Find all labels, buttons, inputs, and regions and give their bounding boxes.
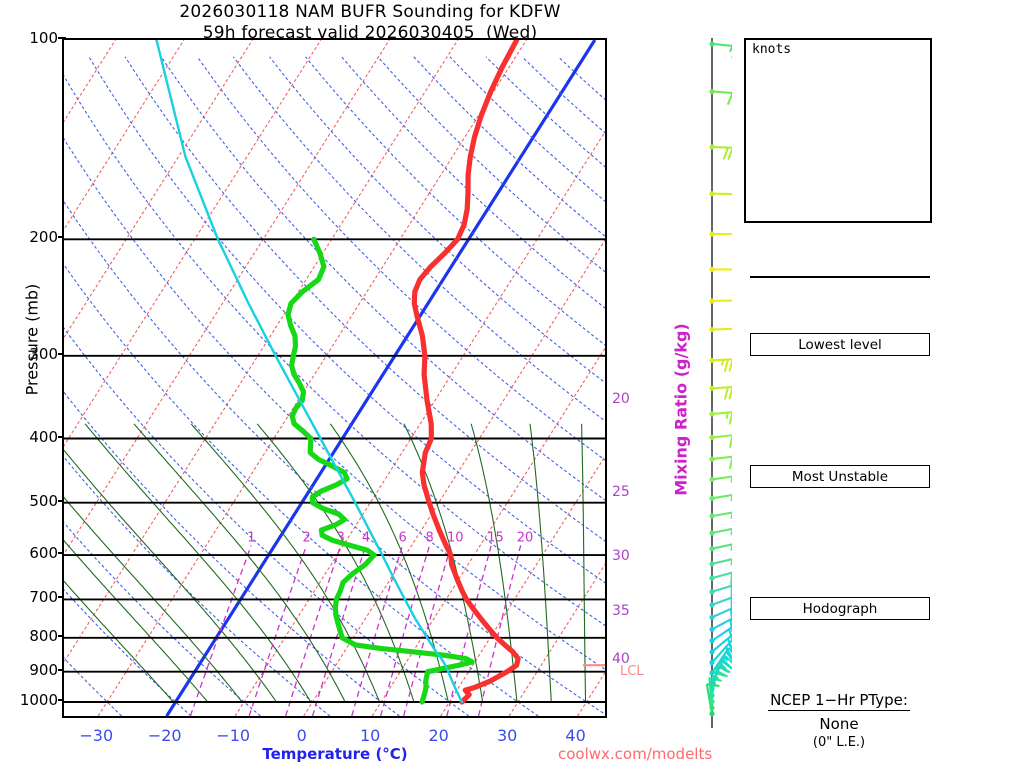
svg-text:20: 20 (517, 530, 534, 545)
lcl-marker-label: LCL (620, 664, 644, 679)
svg-text:6: 6 (399, 530, 407, 545)
hodograph-stats-heading: Hodograph (802, 601, 878, 617)
temperature-tick-40: 40 (565, 726, 586, 745)
indices-panel-hodograph: Hodograph (750, 597, 930, 620)
indices-panel-top (750, 276, 930, 278)
ptype-heading: NCEP 1−Hr PType: (768, 691, 910, 711)
wind-barb-column (660, 38, 743, 728)
mixing-ratio-tick-20: 20 (612, 391, 630, 407)
mixing-ratio-tick-30: 30 (612, 548, 630, 564)
temperature-tick-0: 0 (296, 726, 307, 745)
pressure-tick-700: 700 (29, 588, 58, 607)
temperature-tick--30: −30 (79, 726, 114, 745)
pressure-tick-300: 300 (29, 344, 58, 363)
pressure-tick-1000: 1000 (19, 690, 58, 709)
lowest-level-heading: Lowest level (798, 337, 882, 353)
mixing-ratio-tick-35: 35 (612, 603, 630, 619)
pressure-tick-800: 800 (29, 626, 58, 645)
svg-text:2: 2 (302, 530, 310, 545)
svg-text:15: 15 (487, 530, 504, 545)
ptype-panel: NCEP 1−Hr PType: None (0" L.E.) (744, 690, 934, 750)
svg-text:3: 3 (337, 530, 345, 545)
mixing-ratio-tick-40: 40 (612, 651, 630, 667)
temperature-tick-10: 10 (359, 726, 381, 745)
skewt-diagram: 1 2 3 4 6 8 10 15 20 (64, 40, 605, 716)
pressure-tick-500: 500 (29, 491, 58, 510)
skewt-plot-area[interactable]: 1 2 3 4 6 8 10 15 20 (62, 38, 607, 718)
svg-text:4: 4 (362, 530, 370, 545)
temperature-tick-20: 20 (428, 726, 449, 745)
pressure-tick-100: 100 (29, 29, 58, 47)
temperature-axis-title: Temperature (°C) (262, 745, 408, 763)
indices-panel-most-unstable: Most Unstable (750, 465, 930, 488)
temperature-tick-30: 30 (496, 726, 518, 745)
pressure-tick-labels: 100 200 300 400 500 600 700 800 900 1000 (0, 0, 66, 768)
temperature-tick--20: −20 (147, 726, 182, 745)
wind-barbs (705, 38, 743, 728)
temperature-tick--10: −10 (216, 726, 251, 745)
svg-text:10: 10 (447, 530, 464, 545)
hodograph-plot (746, 40, 930, 221)
indices-panel-lowest-level: Lowest level (750, 333, 930, 356)
temperature-tick-labels: −30 −20 −10 0 10 20 30 40 (0, 726, 1024, 748)
ptype-value: None (819, 715, 859, 733)
svg-text:8: 8 (426, 530, 434, 545)
pressure-tick-900: 900 (29, 660, 58, 679)
pressure-tick-400: 400 (29, 427, 58, 446)
mixing-ratio-tick-25: 25 (612, 484, 630, 500)
title-line-1: 2026030118 NAM BUFR Sounding for KDFW (179, 2, 561, 22)
hodograph-panel[interactable]: knots (744, 38, 932, 223)
hodograph-unit-label: knots (752, 42, 792, 57)
svg-text:1: 1 (247, 530, 255, 545)
footer-credit: coolwx.com/modelts (558, 745, 713, 763)
pressure-tick-600: 600 (29, 544, 58, 563)
ptype-liquid-equivalent: (0" L.E.) (812, 735, 866, 750)
most-unstable-heading: Most Unstable (791, 469, 889, 485)
pressure-tick-200: 200 (29, 228, 58, 247)
